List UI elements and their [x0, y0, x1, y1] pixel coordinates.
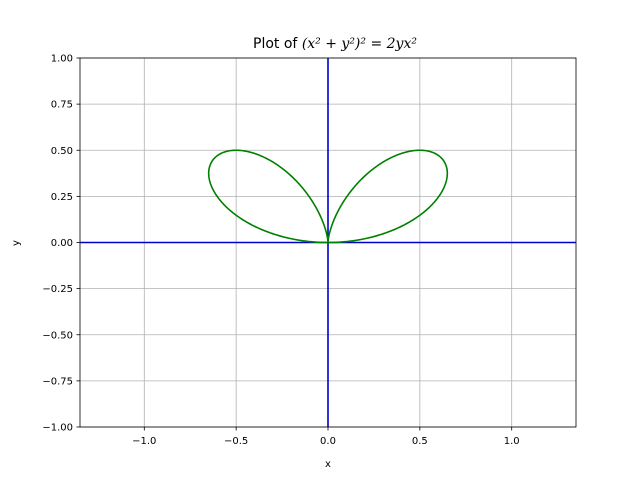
- y-tick-label: −0.25: [42, 284, 73, 295]
- chart-title-prefix: Plot of: [253, 36, 302, 52]
- curve-line: [207, 149, 449, 244]
- y-ticks: −1.00 −0.75 −0.50 −0.25 0.00 0.25 0.50 0.75 1.00: [42, 54, 80, 434]
- y-tick-label: 0.75: [51, 100, 73, 111]
- chart-title-equation: (x² + y²)² = 2yx²: [302, 36, 418, 52]
- y-tick-label: −0.50: [42, 330, 73, 341]
- x-axis-label: x: [325, 459, 331, 470]
- y-tick-label: −0.75: [42, 376, 73, 387]
- x-tick-label: 1.0: [504, 436, 520, 447]
- y-axis-label: y: [11, 240, 22, 246]
- y-tick-label: 1.00: [51, 54, 73, 65]
- x-tick-label: −1.0: [132, 436, 156, 447]
- y-tick-label: −1.00: [42, 423, 73, 434]
- curve-layer: [207, 149, 449, 244]
- x-tick-label: −0.5: [224, 436, 248, 447]
- x-tick-label: 0.5: [412, 436, 428, 447]
- y-tick-label: 0.50: [51, 146, 73, 157]
- y-tick-label: 0.00: [51, 238, 73, 249]
- chart-title: Plot of (x² + y²)² = 2yx²: [253, 36, 417, 52]
- x-tick-label: 0.0: [320, 436, 336, 447]
- plot-area: [79, 57, 577, 428]
- y-tick-label: 0.25: [51, 192, 73, 203]
- x-ticks: −1.0 −0.5 0.0 0.5 1.0: [132, 427, 520, 447]
